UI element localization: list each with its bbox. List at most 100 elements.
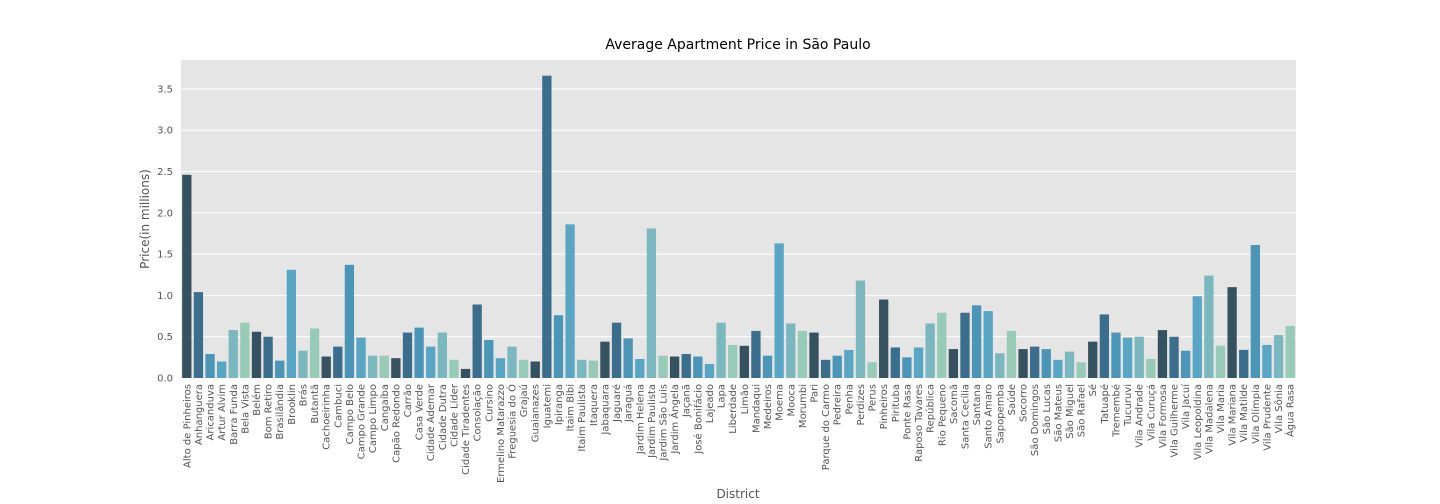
bar xyxy=(542,75,552,378)
bar xyxy=(507,346,517,378)
x-tick-label: Sacomã xyxy=(949,384,960,424)
x-tick-label: Jaraguá xyxy=(623,384,635,423)
x-tick-label: Cachoeirinha xyxy=(322,384,333,450)
x-tick-label: Ipiranga xyxy=(554,384,565,425)
bar xyxy=(530,361,540,378)
x-tick-label: Pirituba xyxy=(891,384,902,422)
x-tick-label: Guaianazes xyxy=(531,384,542,442)
bar xyxy=(960,312,970,378)
bar xyxy=(577,359,587,378)
x-tick-label: Mooca xyxy=(786,384,797,417)
bar xyxy=(902,357,912,378)
bar xyxy=(937,312,947,378)
bar xyxy=(995,353,1005,378)
x-tick-label: Pedreira xyxy=(833,384,844,425)
x-tick-label: Grajaú xyxy=(518,384,530,417)
x-tick-label: Cidade Ademar xyxy=(426,383,437,461)
bar xyxy=(797,330,808,378)
y-tick-label: 3.5 xyxy=(157,84,173,95)
x-axis-label: District xyxy=(716,487,759,501)
bar xyxy=(1169,336,1179,378)
x-tick-label: Vila Sônia xyxy=(1273,384,1285,433)
bar xyxy=(646,228,657,378)
bar xyxy=(728,344,738,378)
bar xyxy=(588,360,598,378)
bar xyxy=(449,359,459,378)
x-tick-label: Consolação xyxy=(473,384,484,441)
bar xyxy=(1064,351,1075,378)
y-tick-label: 2.5 xyxy=(157,167,173,178)
x-tick-label: Mandaqui xyxy=(751,384,762,433)
x-tick-label: Tucuruvi xyxy=(1123,384,1134,427)
x-tick-label: Campo Belo xyxy=(345,384,356,444)
bar xyxy=(704,363,715,378)
bar xyxy=(217,361,227,378)
bar xyxy=(669,356,680,378)
x-tick-label: Água Rasa xyxy=(1284,384,1297,437)
x-tick-label: Parque do Carmo xyxy=(821,384,832,470)
x-tick-label: Artur Alvim xyxy=(217,384,228,441)
x-tick-label: São Mateus xyxy=(1053,384,1064,442)
x-tick-label: Vila Maria xyxy=(1216,384,1227,433)
bar xyxy=(379,355,389,378)
bar xyxy=(182,174,192,378)
chart-title: Average Apartment Price in São Paulo xyxy=(605,37,870,53)
bar xyxy=(391,358,401,378)
x-tick-label: Santana xyxy=(972,384,983,425)
x-tick-label: Cangaíba xyxy=(379,384,391,431)
bar xyxy=(240,322,250,378)
x-tick-label: Aricanduva xyxy=(206,384,217,440)
x-tick-label: Saúde xyxy=(1006,384,1018,415)
bar xyxy=(565,224,575,378)
bar xyxy=(1215,345,1226,378)
x-tick-label: Jabaquara xyxy=(600,384,611,436)
bar xyxy=(971,305,982,378)
bar xyxy=(716,322,726,378)
bar xyxy=(913,347,924,378)
x-tick-label: Liberdade xyxy=(728,384,739,434)
y-tick-label: 3.0 xyxy=(157,126,173,137)
bar xyxy=(890,347,900,378)
bar xyxy=(518,359,529,378)
x-tick-label: Itaquera xyxy=(589,384,600,426)
x-tick-label: Rio Pequeno xyxy=(937,384,948,446)
x-tick-label: Vila Guilherme xyxy=(1170,384,1181,457)
bar xyxy=(402,332,413,378)
x-tick-label: Sapopemba xyxy=(995,384,1006,444)
x-tick-label: Belém xyxy=(251,384,263,416)
bar xyxy=(333,346,343,378)
bar xyxy=(820,359,831,378)
x-tick-label: Santa Cecília xyxy=(959,384,971,449)
x-tick-label: Ponte Rasa xyxy=(902,384,913,440)
bar xyxy=(205,354,215,378)
x-tick-label: São Rafael xyxy=(1077,384,1088,437)
bar xyxy=(1250,245,1260,378)
bar xyxy=(1018,349,1028,378)
bar xyxy=(1099,314,1110,378)
x-tick-label: Jardim Ângela xyxy=(668,384,681,455)
x-tick-label: Tremembé xyxy=(1110,384,1122,438)
bar xyxy=(762,355,773,378)
x-tick-label: Brasilândia xyxy=(274,384,286,440)
bar xyxy=(251,331,262,378)
bar xyxy=(786,323,796,378)
x-tick-label: Penha xyxy=(844,384,855,415)
bar xyxy=(1239,349,1249,378)
bar xyxy=(1157,330,1168,378)
x-tick-label: Medeiros xyxy=(763,384,774,429)
bar xyxy=(600,341,610,378)
x-tick-label: Lapa xyxy=(717,384,728,408)
x-tick-label: Vila Mariana xyxy=(1228,384,1239,446)
bar xyxy=(1053,359,1063,378)
bar xyxy=(298,350,308,378)
x-tick-label: Sé xyxy=(1087,384,1099,397)
x-tick-label: Socorro xyxy=(1019,384,1030,422)
bar xyxy=(472,304,482,378)
x-tick-label: Cidade Líder xyxy=(448,383,460,447)
x-tick-label: Campo Limpo xyxy=(368,384,379,453)
bar xyxy=(809,332,819,378)
x-tick-label: Vila Jacuí xyxy=(1180,383,1192,429)
bar xyxy=(611,322,622,378)
bar xyxy=(193,292,204,378)
bar xyxy=(1146,359,1156,378)
